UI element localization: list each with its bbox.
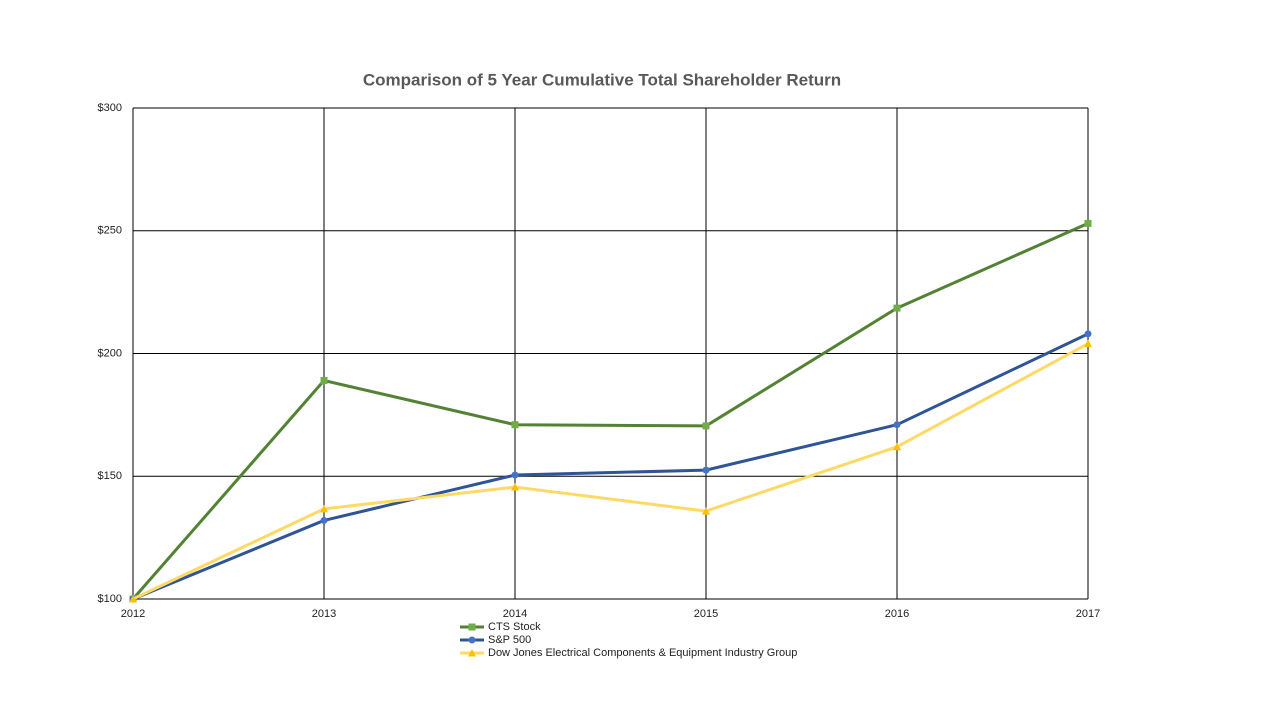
legend-label: Dow Jones Electrical Components & Equipm…	[488, 647, 797, 659]
marker	[702, 466, 710, 474]
marker	[320, 516, 328, 524]
series-line	[132, 332, 1089, 601]
marker	[1084, 330, 1092, 338]
x-tick-label: 2012	[121, 608, 145, 620]
y-tick-label: $150	[98, 470, 122, 482]
x-tick-label: 2013	[312, 608, 336, 620]
marker	[893, 304, 901, 312]
marker	[320, 377, 328, 385]
marker	[893, 442, 901, 451]
y-tick-label: $200	[98, 347, 122, 359]
marker	[511, 471, 519, 479]
legend-label: S&P 500	[488, 634, 531, 646]
marker	[129, 595, 137, 603]
marker	[320, 504, 328, 513]
marker	[468, 623, 476, 631]
marker	[893, 421, 901, 429]
series-line	[132, 342, 1089, 601]
x-tick-label: 2017	[1076, 608, 1100, 620]
y-tick-label: $300	[98, 102, 122, 114]
marker	[468, 636, 476, 644]
y-tick-label: $250	[98, 225, 122, 237]
y-tick-label: $100	[98, 593, 122, 605]
marker	[511, 421, 519, 429]
marker	[1084, 339, 1092, 348]
marker	[1084, 219, 1092, 227]
marker	[511, 483, 519, 491]
marker	[702, 422, 710, 430]
x-tick-label: 2015	[694, 608, 718, 620]
chart-title: Comparison of 5 Year Cumulative Total Sh…	[363, 70, 841, 89]
legend-label: CTS Stock	[488, 621, 541, 633]
marker	[702, 507, 710, 515]
marker	[468, 649, 476, 657]
series-line	[131, 222, 1089, 600]
x-tick-label: 2014	[503, 608, 527, 620]
x-tick-label: 2016	[885, 608, 909, 620]
